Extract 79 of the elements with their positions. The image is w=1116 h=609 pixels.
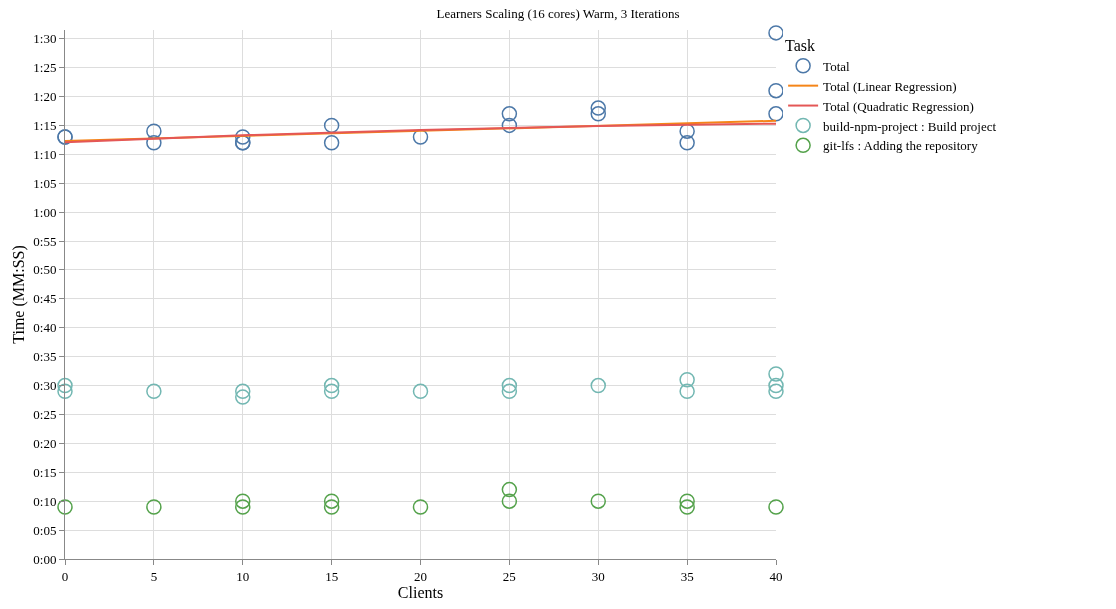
y-tick-label: 0:40 bbox=[33, 320, 57, 336]
point bbox=[679, 372, 695, 388]
point bbox=[679, 499, 695, 515]
y-tick-label: 1:25 bbox=[33, 60, 57, 76]
y-tick-label: 1:00 bbox=[33, 204, 57, 220]
point bbox=[501, 383, 518, 400]
x-tick-label: 25 bbox=[502, 568, 516, 584]
x-tick-label: 20 bbox=[414, 568, 427, 584]
y-tick-label: 1:10 bbox=[33, 146, 57, 162]
point bbox=[323, 117, 340, 134]
point bbox=[679, 134, 695, 151]
point bbox=[679, 383, 695, 400]
point bbox=[146, 383, 162, 400]
point bbox=[590, 377, 606, 394]
point bbox=[501, 493, 518, 509]
point bbox=[146, 134, 162, 151]
y-tick-label: 0:10 bbox=[33, 493, 57, 509]
y-tick-label: 0:45 bbox=[33, 291, 57, 307]
point bbox=[146, 499, 162, 515]
x-axis-title: Clients bbox=[397, 583, 444, 601]
point bbox=[235, 389, 251, 405]
point bbox=[768, 82, 784, 99]
x-tick-label: 15 bbox=[325, 568, 339, 584]
y-tick-label: 0:30 bbox=[33, 378, 57, 394]
x-tick-label: 30 bbox=[591, 568, 605, 584]
y-tick-label: 0:55 bbox=[33, 233, 57, 249]
point bbox=[235, 499, 251, 515]
point bbox=[323, 383, 340, 400]
y-tick-label: 0:20 bbox=[33, 435, 57, 451]
y-tick-label: 0:05 bbox=[33, 522, 57, 538]
y-tick-label: 0:50 bbox=[33, 262, 57, 278]
point bbox=[501, 481, 518, 498]
chart-title: Learners Scaling (16 cores) Warm, 3 Iterations bbox=[436, 6, 680, 22]
point bbox=[323, 134, 340, 151]
point bbox=[768, 499, 784, 515]
point bbox=[57, 377, 73, 394]
point bbox=[323, 499, 340, 515]
point bbox=[590, 100, 606, 116]
y-tick-label: 1:20 bbox=[33, 89, 57, 105]
legend-label: Total bbox=[823, 58, 851, 74]
legend-label: build-npm-project : Build project bbox=[823, 118, 997, 134]
point bbox=[323, 493, 340, 509]
point bbox=[235, 129, 251, 145]
point bbox=[501, 106, 518, 122]
point bbox=[501, 117, 518, 134]
point bbox=[768, 377, 784, 394]
y-tick-label: 0:15 bbox=[33, 464, 57, 480]
point bbox=[679, 493, 695, 509]
y-tick-label: 1:05 bbox=[33, 175, 57, 191]
y-axis-title: Time (MM:SS) bbox=[10, 245, 29, 344]
point bbox=[235, 493, 251, 509]
point bbox=[412, 383, 429, 400]
y-tick-label: 1:15 bbox=[33, 117, 57, 133]
point bbox=[235, 383, 251, 400]
x-tick-label: 10 bbox=[236, 568, 250, 584]
point bbox=[768, 383, 784, 400]
x-tick-label: 35 bbox=[680, 568, 694, 584]
point bbox=[57, 383, 73, 400]
point bbox=[768, 25, 784, 41]
x-tick-label: 40 bbox=[769, 568, 783, 584]
point bbox=[146, 123, 162, 139]
x-tick-label: 0 bbox=[61, 568, 69, 584]
y-tick-label: 1:30 bbox=[33, 31, 57, 47]
legend-label: Total (Linear Regression) bbox=[823, 78, 957, 94]
x-tick-label: 5 bbox=[150, 568, 158, 584]
point bbox=[590, 106, 606, 122]
point bbox=[768, 106, 784, 122]
y-tick-label: 0:00 bbox=[33, 551, 57, 567]
y-tick-label: 0:35 bbox=[33, 349, 57, 365]
legend-title: Task bbox=[785, 36, 816, 54]
y-tick-label: 0:25 bbox=[33, 407, 57, 423]
point bbox=[768, 366, 784, 382]
point bbox=[590, 493, 606, 509]
point bbox=[57, 499, 73, 515]
point bbox=[412, 499, 429, 515]
legend-label: Total (Quadratic Regression) bbox=[823, 98, 974, 114]
point bbox=[323, 377, 340, 394]
legend-label: git-lfs : Adding the repository bbox=[823, 138, 979, 154]
point bbox=[501, 377, 518, 394]
